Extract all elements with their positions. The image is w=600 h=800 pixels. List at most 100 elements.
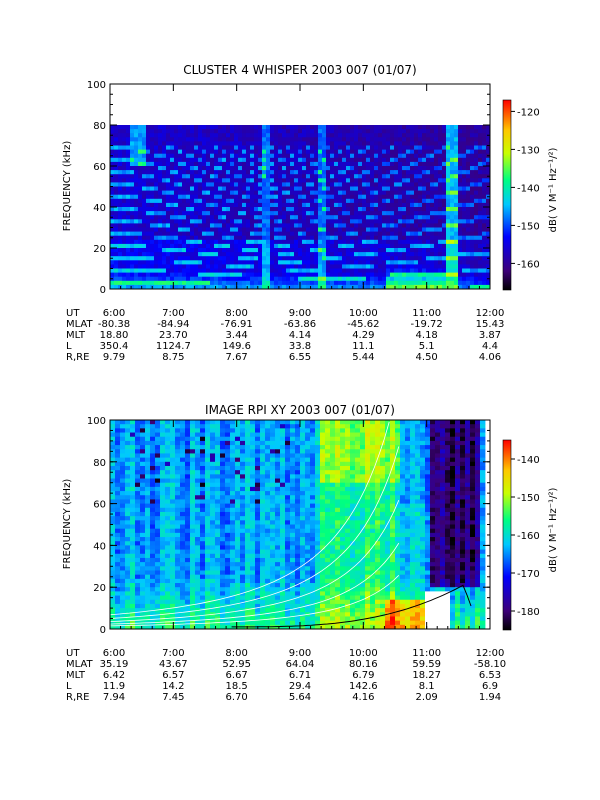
spectrogram-cell — [218, 186, 223, 191]
spectrogram-cell — [160, 574, 166, 580]
spectrogram-cell — [120, 503, 126, 509]
spectrogram-cell — [202, 190, 207, 196]
spectrogram-cell — [238, 174, 243, 179]
spectrogram-cell — [200, 587, 206, 592]
spectrogram-cell — [175, 566, 181, 571]
spectrogram-cell — [150, 616, 156, 622]
spectrogram-cell — [242, 182, 247, 187]
spectrogram-cell — [146, 153, 151, 159]
spectrogram-cell — [462, 161, 467, 167]
spectrogram-cell — [402, 239, 407, 245]
ephemeris-value: 149.6 — [222, 341, 251, 352]
spectrogram-cell — [200, 620, 206, 626]
spectrogram-cell — [374, 284, 379, 290]
spectrogram-cell — [140, 587, 146, 592]
spectrogram-cell — [458, 272, 463, 278]
spectrogram-cell — [334, 141, 339, 146]
spectrogram-cell — [370, 186, 375, 191]
spectrogram-cell — [474, 166, 479, 171]
spectrogram-cell — [142, 198, 147, 204]
spectrogram-cell — [195, 474, 201, 479]
spectrogram-cell — [150, 520, 156, 525]
spectrogram-cell — [254, 198, 259, 204]
spectrogram-cell — [205, 557, 211, 563]
spectrogram-cell — [222, 219, 227, 224]
spectrogram-cell — [214, 161, 219, 167]
spectrogram-cell — [334, 198, 339, 204]
spectrogram-cell — [160, 557, 166, 563]
spectrogram-cell — [218, 280, 223, 286]
spectrogram-cell — [402, 194, 407, 200]
spectrogram-cell — [482, 129, 487, 134]
spectrogram-cell — [262, 141, 267, 146]
spectrogram-cell — [246, 166, 251, 171]
spectrogram-cell — [146, 215, 151, 220]
spectrogram-cell — [155, 516, 161, 521]
spectrogram-cell — [286, 219, 291, 224]
spectrogram-cell — [175, 587, 181, 592]
spectrogram-cell — [366, 243, 371, 249]
spectrogram-cell — [145, 591, 151, 596]
spectrogram-cell — [454, 284, 459, 290]
spectrogram-cell — [234, 276, 239, 282]
spectrogram-cell — [122, 231, 127, 237]
spectrogram-cell — [150, 256, 155, 261]
spectrogram-cell — [134, 141, 139, 146]
spectrogram-cell — [214, 198, 219, 204]
spectrogram-cell — [195, 495, 201, 500]
spectrogram-cell — [342, 153, 347, 159]
spectrogram-cell — [422, 239, 427, 245]
spectrogram-cell — [130, 599, 136, 605]
spectrogram-cell — [302, 252, 307, 257]
spectrogram-cell — [426, 276, 431, 282]
spectrogram-cell — [370, 272, 375, 278]
spectrogram-cell — [458, 215, 463, 220]
spectrogram-cell — [310, 231, 315, 237]
spectrogram-cell — [170, 511, 176, 517]
spectrogram-cell — [110, 524, 116, 530]
spectrogram-cell — [110, 129, 115, 134]
spectrogram-cell — [126, 243, 131, 249]
spectrogram-cell — [386, 166, 391, 171]
spectrogram-cell — [155, 511, 161, 517]
spectrogram-cell — [202, 284, 207, 290]
spectrogram-cell — [242, 141, 247, 146]
spectrogram-cell — [382, 178, 387, 183]
spectrogram-cell — [120, 553, 126, 559]
spectrogram-cell — [270, 170, 275, 175]
spectrogram-cell — [310, 190, 315, 196]
spectrogram-cell — [130, 465, 136, 471]
spectrogram-cell — [202, 186, 207, 191]
spectrogram-cell — [442, 252, 447, 257]
spectrogram-cell — [140, 432, 146, 438]
spectrogram-cell — [314, 272, 319, 278]
spectrogram-cell — [234, 125, 239, 130]
spectrogram-cell — [242, 264, 247, 269]
spectrogram-cell — [115, 440, 121, 446]
spectrogram-cell — [142, 243, 147, 249]
spectrogram-cell — [134, 182, 139, 187]
ephemeris-value: 11:00 — [412, 308, 441, 319]
spectrogram-cell — [358, 239, 363, 245]
spectrogram-cell — [180, 449, 186, 454]
spectrogram-cell — [125, 570, 131, 576]
spectrogram-cell — [282, 284, 287, 290]
spectrogram-cell — [246, 190, 251, 196]
spectrogram-cell — [458, 190, 463, 196]
spectrogram-cell — [338, 231, 343, 237]
spectrogram-cell — [182, 252, 187, 257]
spectrogram-cell — [115, 436, 121, 442]
spectrogram-cell — [234, 231, 239, 237]
spectrogram-cell — [242, 211, 247, 216]
spectrogram-cell — [198, 272, 203, 278]
spectrogram-cell — [234, 190, 239, 196]
spectrogram-cell — [175, 465, 181, 471]
spectrogram-cell — [170, 235, 175, 241]
spectrogram-cell — [398, 223, 403, 228]
spectrogram-cell — [482, 178, 487, 183]
ephemeris-value: 11.1 — [352, 341, 374, 352]
spectrogram-cell — [175, 449, 181, 454]
spectrogram-cell — [438, 194, 443, 200]
spectrogram-cell — [326, 149, 331, 155]
spectrogram-cell — [282, 235, 287, 241]
